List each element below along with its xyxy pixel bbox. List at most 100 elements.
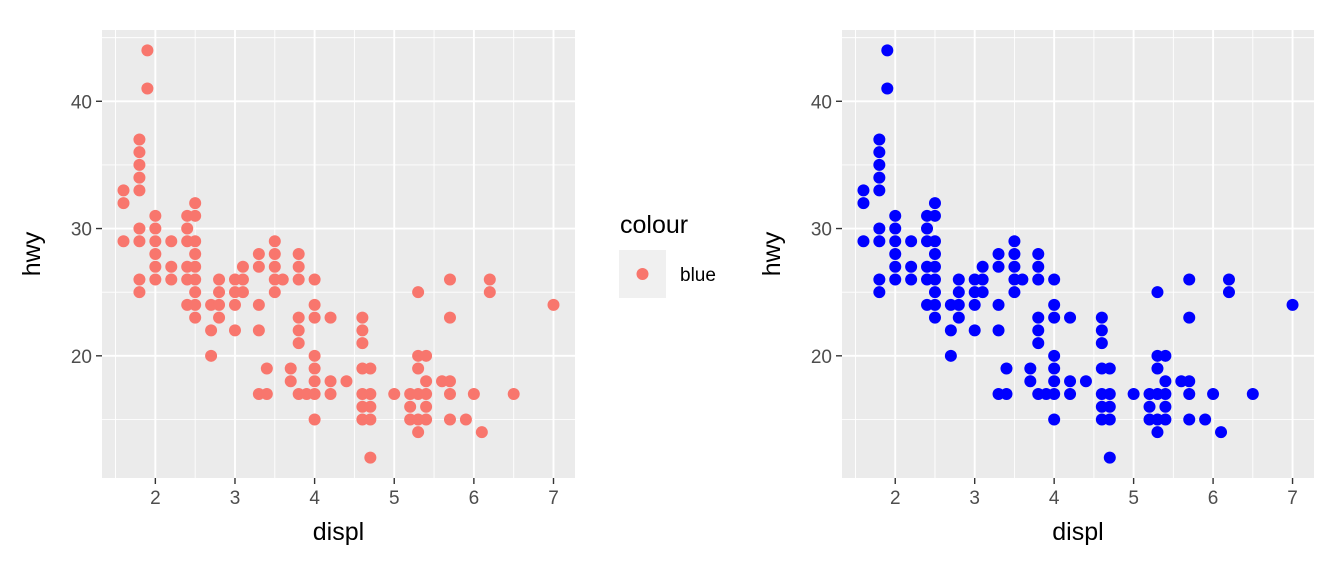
data-point — [189, 209, 202, 222]
data-point — [1016, 273, 1029, 286]
data-point — [992, 248, 1005, 260]
y-tick-label: 20 — [811, 347, 832, 368]
data-point — [308, 413, 321, 426]
data-point — [1000, 362, 1013, 375]
data-point — [308, 388, 321, 400]
data-point — [1000, 388, 1013, 400]
data-point — [420, 388, 433, 400]
data-point — [857, 184, 870, 197]
data-point — [117, 235, 130, 248]
y-tick-label: 40 — [811, 92, 832, 113]
data-point — [928, 209, 941, 222]
x-tick-label: 2 — [150, 488, 161, 509]
data-point — [252, 248, 265, 260]
data-point — [133, 235, 146, 248]
data-point — [547, 298, 560, 311]
data-point — [340, 375, 353, 388]
data-point — [1159, 388, 1172, 400]
data-point — [992, 324, 1005, 337]
data-point — [1143, 400, 1156, 413]
y-tick-label: 20 — [71, 347, 92, 368]
data-point — [928, 260, 941, 273]
data-point — [189, 197, 202, 210]
data-point — [1048, 413, 1061, 426]
data-point — [873, 158, 886, 171]
data-point — [873, 222, 886, 235]
data-point — [1095, 337, 1108, 350]
data-point — [1032, 311, 1045, 324]
data-point — [1103, 413, 1116, 426]
data-point — [1183, 388, 1196, 400]
x-tick-label: 7 — [1287, 488, 1298, 509]
data-point — [292, 273, 305, 286]
data-point — [420, 375, 433, 388]
data-point — [165, 235, 178, 248]
data-point — [928, 311, 941, 324]
data-point — [292, 337, 305, 350]
data-point — [364, 362, 377, 375]
data-point — [905, 235, 918, 248]
data-point — [356, 324, 369, 337]
data-point — [1048, 375, 1061, 388]
data-point — [443, 273, 456, 286]
data-point — [1024, 375, 1037, 388]
data-point — [1151, 362, 1164, 375]
data-point — [260, 362, 273, 375]
data-point — [857, 197, 870, 210]
data-point — [133, 158, 146, 171]
data-point — [1222, 273, 1235, 286]
data-point — [213, 286, 226, 299]
y-tick-label: 40 — [71, 92, 92, 113]
data-point — [1215, 426, 1228, 439]
data-point — [968, 324, 981, 337]
data-point — [420, 413, 433, 426]
data-point — [1008, 235, 1021, 248]
x-tick-label: 5 — [389, 488, 400, 509]
data-point — [952, 298, 965, 311]
data-point — [292, 248, 305, 260]
data-point — [992, 298, 1005, 311]
data-point — [1048, 362, 1061, 375]
data-point — [952, 286, 965, 299]
data-point — [1024, 362, 1037, 375]
data-point — [1048, 349, 1061, 362]
data-point — [404, 400, 417, 413]
y-tick-label: 30 — [811, 220, 832, 241]
data-point — [412, 426, 425, 439]
data-point — [117, 197, 130, 210]
panel-background — [102, 30, 575, 478]
data-point — [952, 273, 965, 286]
data-point — [1064, 375, 1077, 388]
data-point — [228, 324, 241, 337]
y-axis-title: hwy — [758, 231, 786, 276]
data-point — [149, 235, 162, 248]
data-point — [976, 273, 989, 286]
data-point — [1064, 311, 1077, 324]
data-point — [308, 375, 321, 388]
data-point — [149, 209, 162, 222]
data-point — [1032, 324, 1045, 337]
x-tick-label: 4 — [309, 488, 320, 509]
data-point — [252, 324, 265, 337]
data-point — [889, 209, 902, 222]
data-point — [873, 133, 886, 146]
y-tick-label: 30 — [71, 220, 92, 241]
legend-title: colour — [620, 211, 688, 239]
x-tick-label: 6 — [469, 488, 480, 509]
data-point — [324, 388, 337, 400]
data-point — [292, 324, 305, 337]
data-point — [1199, 413, 1212, 426]
data-point — [483, 273, 496, 286]
data-point — [992, 260, 1005, 273]
x-tick-label: 2 — [890, 488, 901, 509]
data-point — [1032, 337, 1045, 350]
data-point — [1032, 260, 1045, 273]
data-point — [292, 311, 305, 324]
data-point — [1159, 349, 1172, 362]
data-point — [1222, 286, 1235, 299]
data-point — [213, 273, 226, 286]
data-point — [141, 82, 154, 95]
data-point — [412, 286, 425, 299]
data-point — [1048, 388, 1061, 400]
data-point — [141, 44, 154, 57]
